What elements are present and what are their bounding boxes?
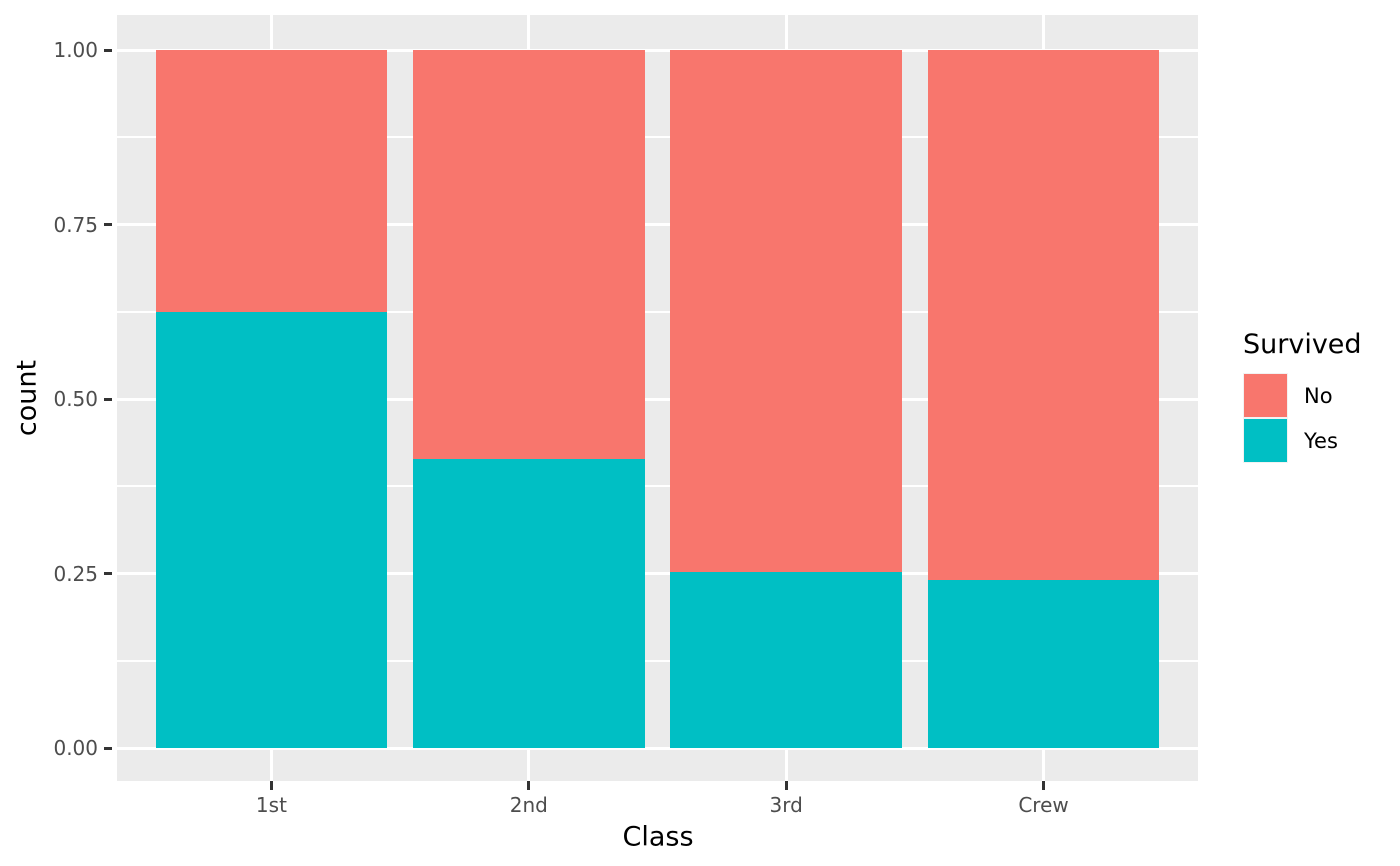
x-tick-mark [269, 781, 273, 790]
legend-entries: No Yes [1243, 373, 1362, 463]
legend-key-no [1243, 373, 1288, 418]
x-axis-title: Class [622, 821, 694, 853]
bar-segment-2nd-no [412, 50, 645, 460]
x-tick-label: 1st [255, 793, 287, 817]
bar-segment-crew-no [927, 50, 1160, 581]
major-gridline [117, 397, 1198, 401]
y-axis-title: count [11, 359, 43, 437]
bar-segment-1st-yes [155, 311, 388, 748]
x-tick-label: 2nd [509, 793, 548, 817]
major-gridline [117, 223, 1198, 226]
y-tick-label: 0.75 [53, 212, 98, 237]
legend-entry-no: No [1243, 373, 1362, 418]
legend-title: Survived [1243, 329, 1362, 360]
plot-panel [117, 15, 1198, 781]
major-gridline [117, 48, 1198, 52]
x-tick-mark [527, 781, 531, 790]
bar-segment-3rd-no [670, 50, 902, 573]
bar-segment-crew-yes [927, 580, 1160, 748]
y-tick-mark [104, 746, 112, 750]
legend-entry-yes: Yes [1243, 418, 1362, 463]
major-gridline [117, 572, 1198, 575]
minor-gridline [117, 485, 1198, 488]
x-tick-label: Crew [1018, 793, 1069, 817]
minor-gridline [117, 136, 1198, 139]
y-tick-mark [104, 223, 112, 226]
bar-segment-3rd-yes [670, 572, 902, 748]
y-tick-label: 0.50 [53, 387, 98, 411]
x-tick-mark [784, 781, 788, 790]
legend-key-yes [1243, 418, 1288, 463]
bar-segment-2nd-yes [412, 459, 645, 748]
legend-label-yes: Yes [1304, 428, 1338, 453]
y-tick-label: 0.25 [53, 561, 98, 586]
y-tick-label: 0.00 [53, 736, 98, 760]
y-tick-mark [104, 572, 112, 575]
y-tick-label: 1.00 [53, 38, 98, 62]
bar-segment-1st-no [155, 50, 388, 312]
minor-gridline [117, 310, 1198, 313]
legend-swatch-yes [1244, 419, 1287, 462]
legend: Survived No Yes [1243, 329, 1362, 463]
y-tick-mark [104, 397, 112, 401]
legend-label-no: No [1304, 383, 1333, 408]
x-tick-label: 3rd [769, 793, 803, 817]
y-tick-mark [104, 48, 112, 52]
minor-gridline [117, 659, 1198, 662]
legend-swatch-no [1244, 374, 1287, 417]
major-gridline [117, 746, 1198, 750]
x-tick-mark [1042, 781, 1046, 790]
